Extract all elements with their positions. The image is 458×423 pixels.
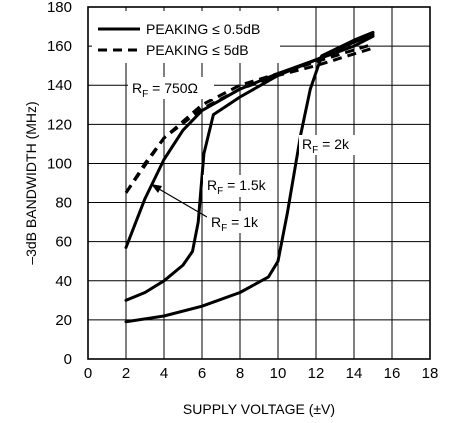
annotation-1k-leader-line [158,188,208,218]
x-tick-label: 14 [346,365,363,382]
x-axis-title: SUPPLY VOLTAGE (±V) [183,401,335,417]
annotation-rf-1k-sub: F [221,223,227,234]
plot-frame [87,6,431,360]
annotation-rf-1-5k-sub: F [217,186,223,197]
legend-label-dashed: PEAKING ≤ 5dB [146,42,249,58]
y-tick-label: 140 [47,77,72,94]
x-tick-label: 12 [308,365,325,382]
annotation-rf-2k-main: R [302,136,312,152]
annotation-rf-1-5k-rest: = 1.5k [223,177,266,193]
legend-label-solid: PEAKING ≤ 0.5dB [146,21,260,37]
x-tick-label: 2 [122,365,130,382]
annotation-1-5k-bg [203,175,277,197]
annotation-rf-750-main: R [132,80,142,96]
y-tick-label: 60 [55,234,72,251]
annotation-rf-750: RF = 750Ω [132,80,198,100]
annotation-1k-arrowhead [151,184,162,193]
annotation-2k: RF = 2k [299,135,359,156]
series-line-1 [124,46,374,194]
annotation-750-bg [128,77,214,99]
y-tick-label: 40 [55,273,72,290]
annotation-rf-1-5k-main: R [207,177,217,193]
series-line-3 [124,34,375,249]
y-tick-label: 0 [64,351,72,368]
annotation-rf-1-5k: RF = 1.5k [207,177,267,197]
annotation-1k-bg [207,211,269,233]
annotation-750: RF = 750Ω [128,77,214,100]
x-tick-label: 6 [198,365,206,382]
series-line-4 [124,32,375,302]
annotation-rf-2k-sub: F [312,145,318,156]
x-tick-label: 4 [160,365,168,382]
y-tick-label: 120 [47,116,72,133]
x-tick-label: 0 [84,365,92,382]
y-tick-label: 20 [55,312,72,329]
annotation-rf-1k: RF = 1k [211,214,259,234]
legend: PEAKING ≤ 0.5dB PEAKING ≤ 5dB [92,11,280,63]
x-tick-label: 18 [422,365,439,382]
annotation-rf-750-rest: = 750Ω [148,80,198,96]
annotation-1k: RF = 1k [151,184,269,234]
annotation-rf-1k-main: R [211,214,221,230]
y-tick-label: 80 [55,195,72,212]
x-tick-label: 10 [270,365,287,382]
annotation-rf-750-sub: F [142,89,148,100]
y-tick-label: 100 [47,155,72,172]
annotation-rf-2k-rest: = 2k [318,136,350,152]
series-layer [124,30,375,324]
annotation-2k-bg [299,135,359,155]
x-tick-label: 8 [236,365,244,382]
legend-background [92,11,280,63]
y-tick-label: 180 [47,0,72,16]
series-line-5 [124,30,375,324]
annotation-rf-1k-rest: = 1k [227,214,259,230]
annotation-rf-2k: RF = 2k [302,136,350,156]
annotation-1-5k: RF = 1.5k [203,175,277,197]
series-line-2 [124,42,374,194]
x-tick-label: 16 [384,365,401,382]
y-axis-title: –3dB BANDWIDTH (MHz) [23,101,39,264]
y-tick-label: 160 [47,38,72,55]
